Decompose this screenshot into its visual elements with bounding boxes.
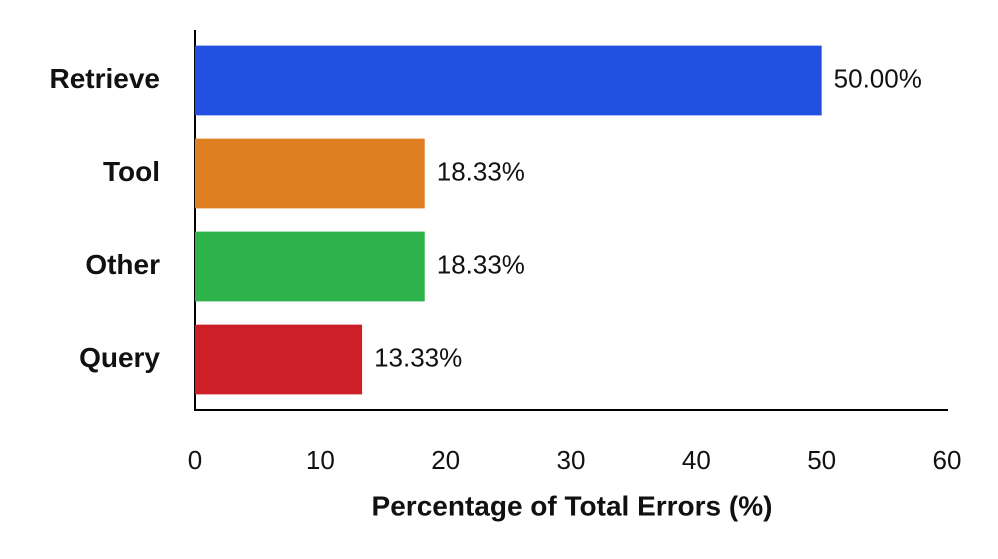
- bar: [195, 231, 425, 302]
- bar: [195, 324, 363, 395]
- bar: [195, 45, 822, 116]
- y-tick-label: Retrieve: [49, 63, 160, 94]
- x-tick-label: 40: [682, 445, 711, 475]
- y-tick-label: Other: [85, 249, 160, 280]
- x-tick-label: 30: [557, 445, 586, 475]
- bar: [195, 138, 425, 209]
- x-tick-label: 50: [807, 445, 836, 475]
- x-tick-label: 60: [933, 445, 962, 475]
- value-label: 18.33%: [437, 249, 525, 279]
- value-label: 18.33%: [437, 156, 525, 186]
- y-tick-label: Query: [79, 342, 160, 373]
- value-label: 50.00%: [834, 63, 922, 93]
- x-axis-label: Percentage of Total Errors (%): [372, 490, 773, 521]
- y-tick-label: Tool: [103, 156, 160, 187]
- x-tick-label: 0: [188, 445, 202, 475]
- x-tick-label: 10: [306, 445, 335, 475]
- x-tick-label: 20: [431, 445, 460, 475]
- value-label: 13.33%: [374, 342, 462, 372]
